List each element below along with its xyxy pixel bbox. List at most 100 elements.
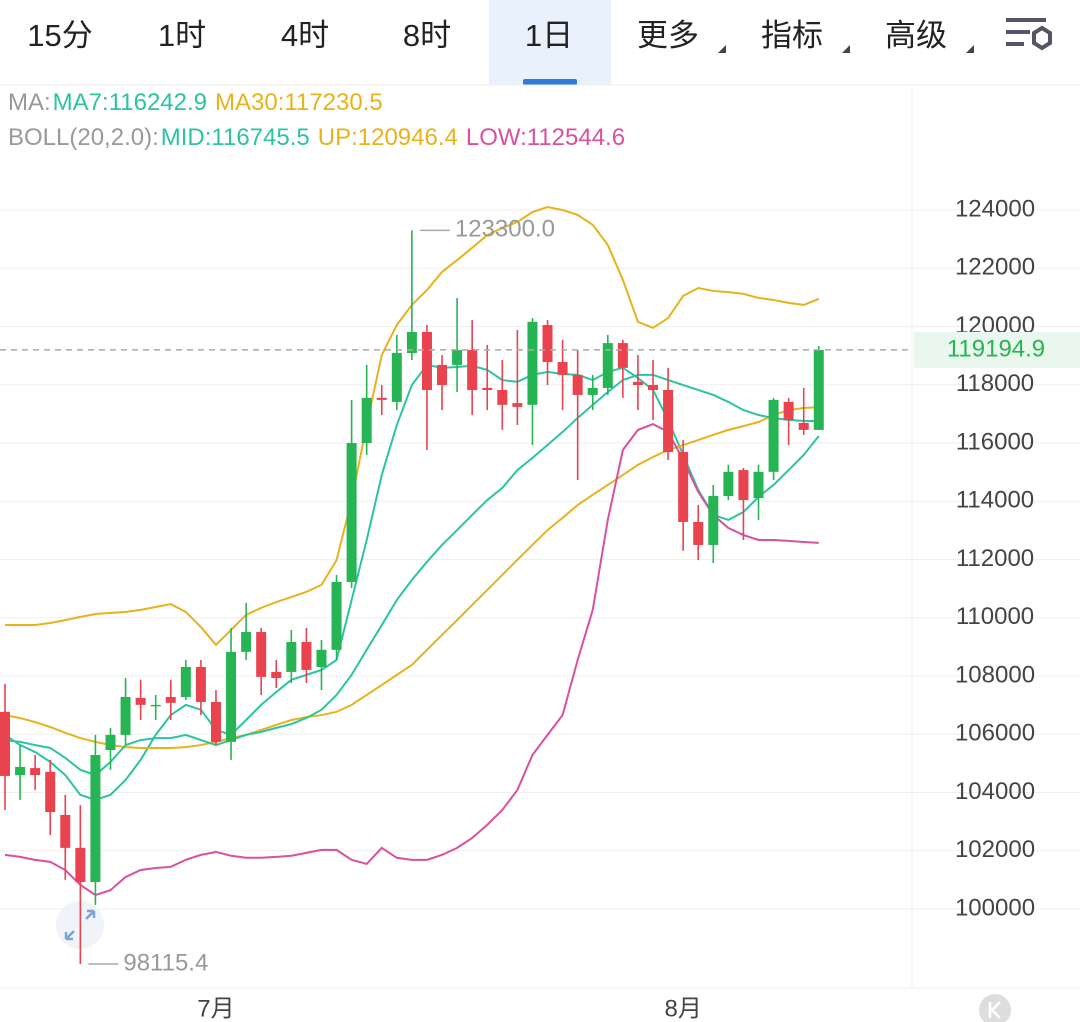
tab[interactable]: 1时 bbox=[158, 18, 206, 53]
y-tick-label: 102000 bbox=[955, 836, 1035, 863]
legend-group: BOLL(20,2.0): bbox=[8, 124, 159, 151]
tab[interactable]: 1日 bbox=[525, 18, 573, 53]
candle-body bbox=[30, 768, 41, 776]
y-tick-label: 112000 bbox=[956, 545, 1034, 572]
candle-body bbox=[467, 350, 478, 390]
candle-body bbox=[105, 734, 116, 751]
tab[interactable]: 15分 bbox=[27, 18, 92, 53]
candle-body bbox=[331, 581, 342, 650]
annotation-label: 98115.4 bbox=[123, 949, 208, 976]
y-tick-label: 100000 bbox=[955, 894, 1035, 921]
dropdown-arrow bbox=[718, 45, 726, 53]
candle-body bbox=[527, 321, 538, 405]
legend: MA:MA7:116242.9 MA30:117230.5 bbox=[8, 89, 383, 116]
candle-body bbox=[150, 704, 161, 707]
candle-body bbox=[632, 381, 643, 386]
legend-entry: MA7:116242.9 bbox=[53, 89, 207, 116]
dropdown-arrow bbox=[966, 45, 974, 53]
candle-body bbox=[256, 632, 267, 677]
tab[interactable]: 8时 bbox=[403, 18, 451, 53]
candle-body bbox=[452, 350, 463, 365]
candle-body bbox=[226, 651, 237, 742]
candle-body bbox=[587, 387, 598, 395]
last-price-tag: 119194.9 bbox=[947, 335, 1045, 362]
tab[interactable]: 更多 bbox=[637, 18, 699, 53]
indicator-line bbox=[4, 373, 819, 777]
candle-body bbox=[180, 666, 191, 698]
selected-tab-underline bbox=[523, 79, 577, 85]
y-tick-label: 104000 bbox=[955, 778, 1035, 805]
candle-body bbox=[361, 397, 372, 443]
candle-body bbox=[557, 362, 568, 375]
legend-group: MA: bbox=[8, 89, 51, 116]
candle-body bbox=[602, 343, 613, 388]
y-tick-label: 106000 bbox=[955, 720, 1035, 747]
candle-body bbox=[437, 364, 448, 386]
candle-body bbox=[663, 389, 674, 453]
candle-body bbox=[753, 471, 764, 499]
candle-body bbox=[482, 387, 493, 390]
indicator-line bbox=[4, 422, 819, 897]
candle-body bbox=[783, 401, 794, 420]
y-tick-label: 116000 bbox=[956, 428, 1034, 455]
legend-entry: MA30:117230.5 bbox=[215, 89, 383, 116]
y-tick-label: 108000 bbox=[955, 661, 1035, 688]
candle-body bbox=[271, 671, 282, 679]
legend-entry: MID:116745.5 bbox=[161, 124, 310, 151]
kline-icon-glyph bbox=[988, 1001, 1001, 1019]
candle-body bbox=[648, 385, 659, 390]
legend-entry: LOW:112544.6 bbox=[466, 124, 625, 151]
candle-body bbox=[135, 697, 146, 705]
candle-body bbox=[346, 442, 357, 582]
settings-icon[interactable] bbox=[1006, 18, 1052, 51]
candle-body bbox=[241, 632, 252, 652]
y-tick-label: 110000 bbox=[956, 603, 1034, 630]
tab[interactable]: 4时 bbox=[281, 18, 329, 53]
indicator-line bbox=[4, 406, 819, 749]
tab[interactable]: 指标 bbox=[761, 18, 823, 53]
candle-body bbox=[542, 325, 553, 363]
candle-body bbox=[723, 471, 734, 497]
candle-body bbox=[0, 711, 10, 776]
x-tick-label: 7月 bbox=[197, 995, 234, 1022]
candle-body bbox=[678, 452, 689, 522]
legend-entry: UP:120946.4 bbox=[318, 124, 458, 151]
annotation-label: 123300.0 bbox=[455, 216, 555, 243]
y-tick-label: 118000 bbox=[956, 370, 1034, 397]
zoom-icon bbox=[64, 909, 96, 941]
candle-body bbox=[572, 374, 583, 395]
candle-body bbox=[75, 847, 86, 882]
selected-tab-bg bbox=[489, 0, 611, 85]
y-tick-label: 124000 bbox=[955, 195, 1035, 222]
candle-body bbox=[376, 397, 387, 400]
candle-body bbox=[195, 666, 206, 702]
candle-body bbox=[813, 349, 824, 430]
candle-body bbox=[15, 766, 26, 776]
candle-body bbox=[120, 697, 131, 735]
candle-body bbox=[210, 701, 221, 742]
x-tick-label: 8月 bbox=[664, 995, 701, 1022]
y-tick-label: 114000 bbox=[956, 487, 1034, 514]
candle-body bbox=[421, 332, 432, 390]
candle-body bbox=[768, 399, 779, 472]
candle-body bbox=[165, 697, 176, 703]
candle-body bbox=[708, 496, 719, 545]
candle-body bbox=[90, 754, 101, 882]
candle-body bbox=[316, 649, 327, 667]
legend: BOLL(20,2.0):MID:116745.5 UP:120946.4 LOW:… bbox=[8, 124, 625, 151]
dropdown-arrow bbox=[842, 45, 850, 53]
y-tick-label: 122000 bbox=[955, 254, 1035, 281]
candle-body bbox=[301, 641, 312, 670]
candle-body bbox=[497, 389, 508, 405]
candle-body bbox=[286, 641, 297, 672]
candle-body bbox=[60, 814, 71, 848]
last-price-tag-bg bbox=[914, 331, 1080, 368]
candle-body bbox=[391, 352, 402, 402]
candle-body bbox=[45, 771, 56, 813]
candle-body bbox=[617, 343, 628, 368]
candle-body bbox=[693, 521, 704, 545]
tab[interactable]: 高级 bbox=[885, 18, 947, 53]
candle-body bbox=[798, 422, 809, 430]
candle-body bbox=[406, 332, 417, 353]
